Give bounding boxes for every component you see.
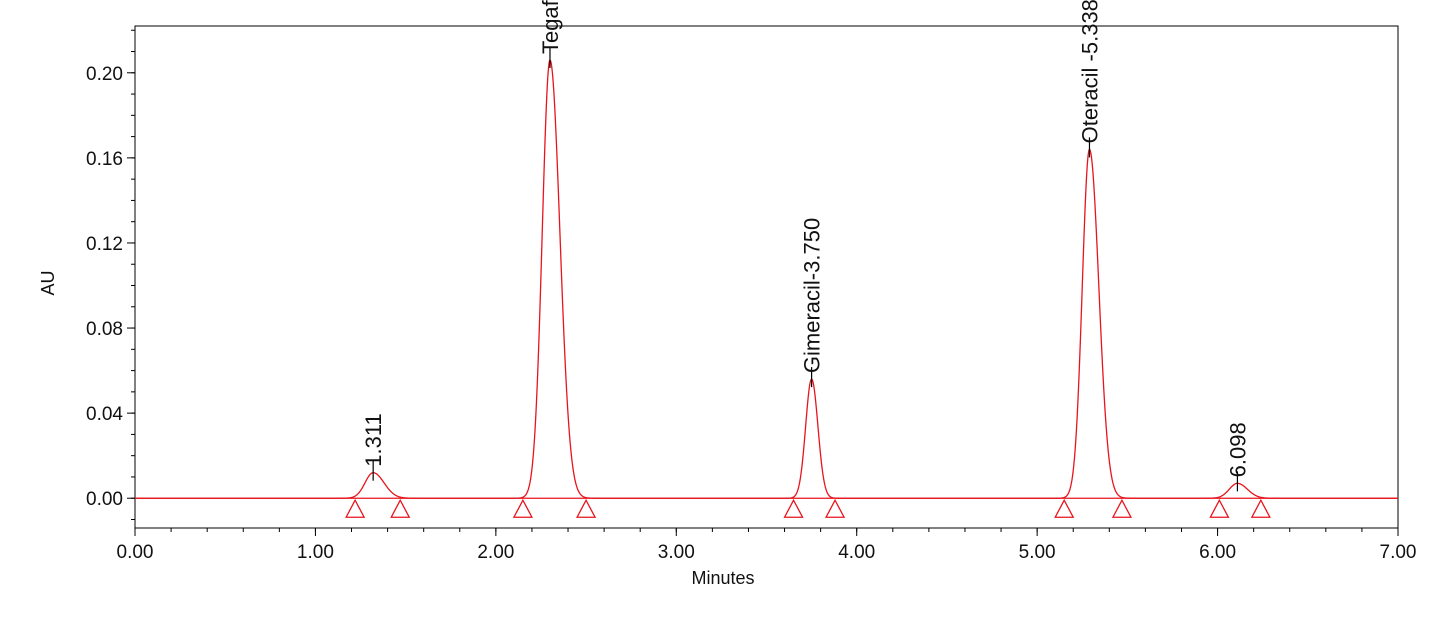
peak-boundary-marker (1250, 498, 1271, 518)
peak-boundary-marker (1054, 498, 1075, 518)
x-tick-label: 6.00 (1199, 542, 1236, 563)
y-tick-label: 0.04 (86, 404, 123, 425)
x-tick-label: 2.00 (477, 542, 514, 563)
y-tick-label: 0.08 (86, 319, 123, 340)
x-axis-title: Minutes (691, 568, 754, 588)
x-tick-label: 1.00 (297, 542, 334, 563)
x-tick-label: 5.00 (1019, 542, 1056, 563)
peak-boundary-markers (345, 48, 1271, 518)
peak-label: 6.098 (1225, 422, 1250, 477)
x-tick-label: 3.00 (658, 542, 695, 563)
peak-label: Gimeracil-3.750 (800, 218, 825, 373)
peak-boundary-marker (390, 498, 411, 518)
peak-boundary-marker (783, 498, 804, 518)
peak-boundary-marker (824, 498, 846, 518)
y-tick-label: 0.00 (86, 489, 123, 510)
x-tick-label: 7.00 (1380, 542, 1417, 563)
peak-label: Oteracil -5.338 (1077, 0, 1102, 143)
peak-boundary-marker (1209, 498, 1230, 518)
axis-ticks: 0.00 1.00 2.00 3.00 4.00 5.00 6.00 7.00 0.00 0.04… (86, 29, 1417, 563)
y-tick-label: 0.12 (86, 234, 123, 255)
x-tick-label: 0.00 (117, 542, 154, 563)
y-tick-label: 0.20 (86, 64, 123, 85)
peak-label: Tegafur -2.331 (538, 0, 563, 54)
peak-labels: 1.311 Tegafur -2.331 Gimeracil-3.750 Oterac… (361, 0, 1250, 477)
plot-frame (134, 25, 1399, 529)
peak-boundary-marker (345, 498, 366, 518)
trace-layer (135, 58, 1398, 499)
peak-boundary-marker (575, 498, 597, 518)
chromatogram-trace (135, 58, 1398, 499)
peak-label: 1.311 (361, 413, 386, 466)
x-tick-label: 4.00 (838, 542, 875, 563)
y-axis-title: AU (38, 270, 58, 295)
peak-boundary-marker (512, 498, 534, 518)
peak-boundary-marker (1111, 498, 1133, 518)
y-tick-label: 0.16 (86, 149, 123, 170)
